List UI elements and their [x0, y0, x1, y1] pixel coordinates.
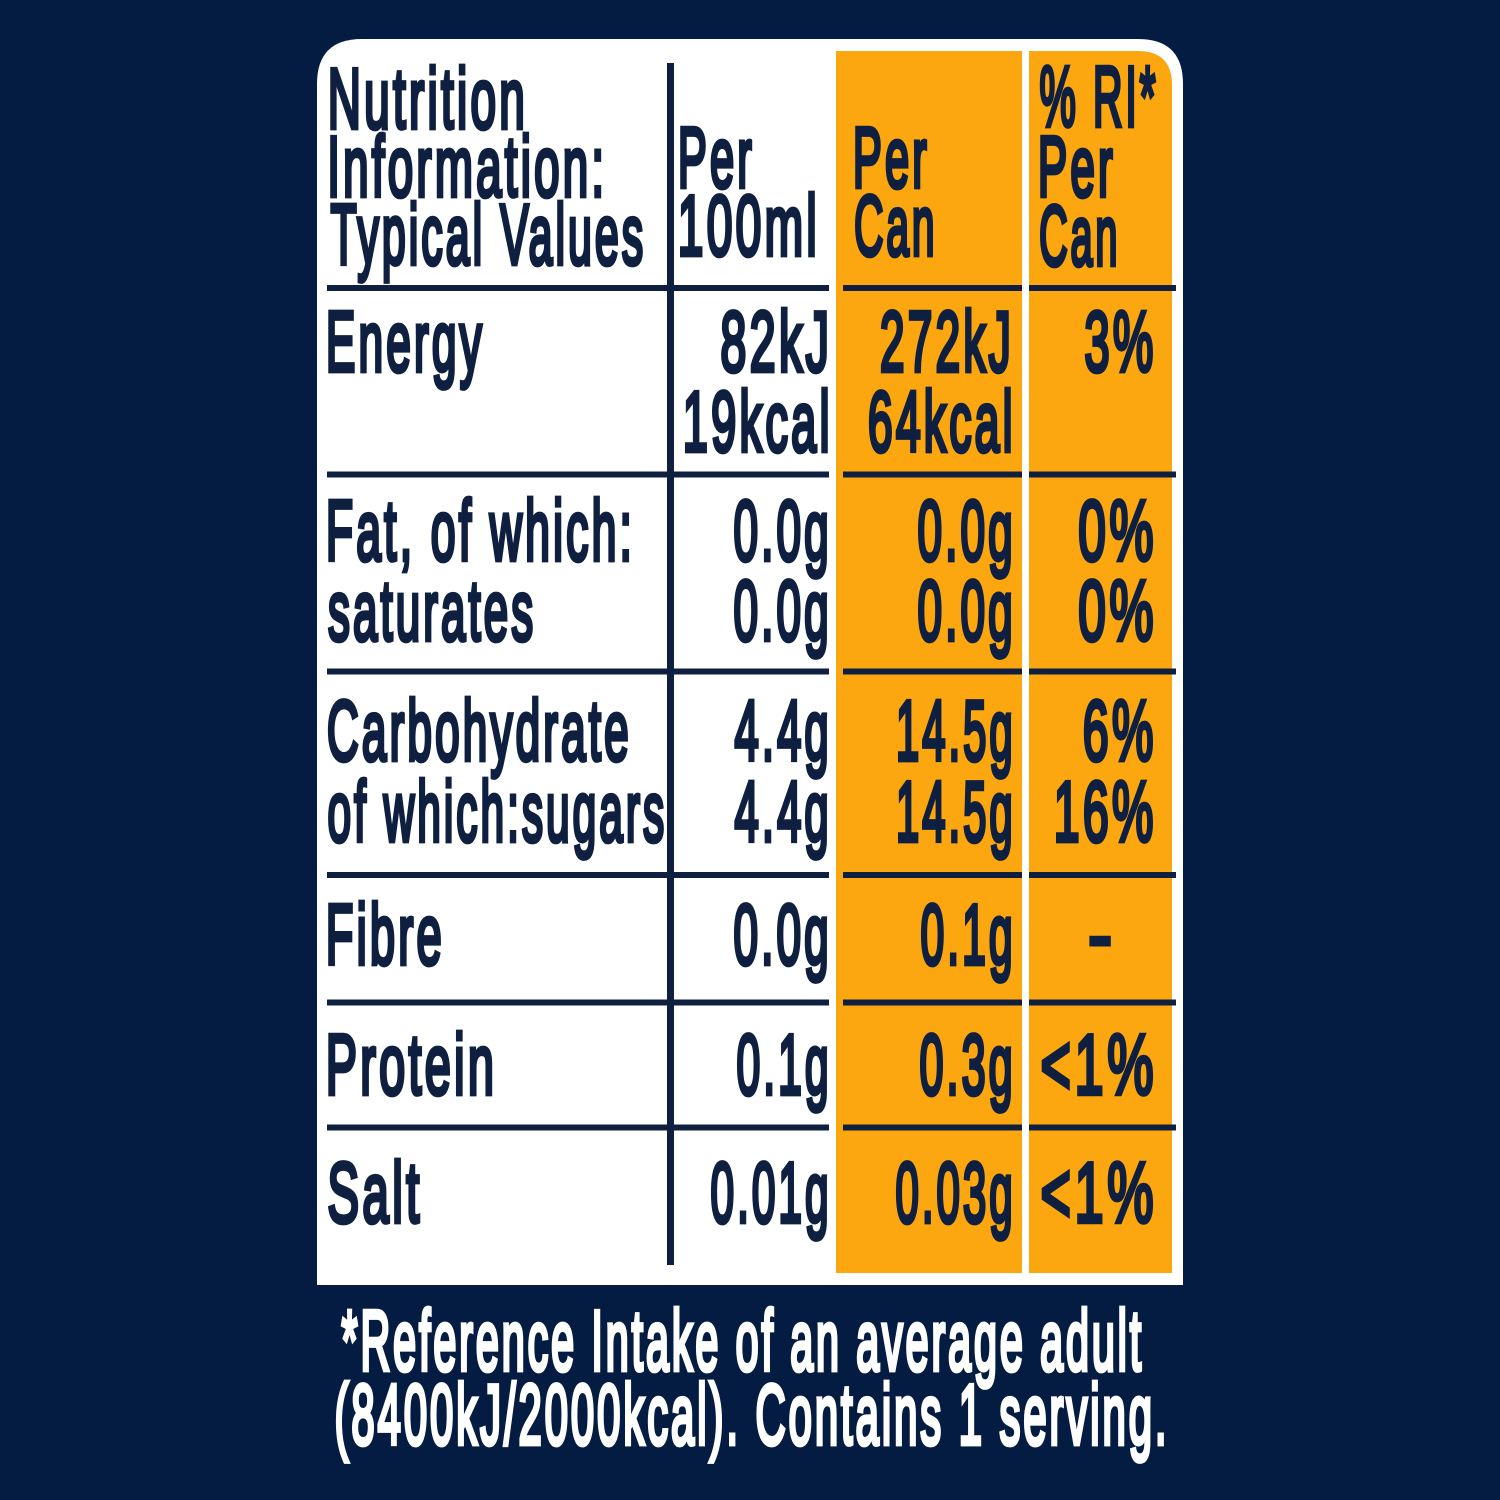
svg-text:3%: 3%: [1084, 295, 1156, 390]
svg-text:% RI*: % RI*: [1040, 51, 1159, 145]
svg-text:14.5g: 14.5g: [896, 684, 1015, 779]
svg-text:0.0g: 0.0g: [733, 889, 831, 983]
svg-text:*Reference Intake of an averag: *Reference Intake of an average adult: [342, 1295, 1145, 1389]
svg-text:-: -: [1088, 887, 1118, 982]
svg-text:0.01g: 0.01g: [711, 1146, 832, 1241]
svg-text:Typical Values: Typical Values: [331, 188, 647, 283]
svg-text:0.0g: 0.0g: [917, 485, 1015, 579]
svg-text:19kcal: 19kcal: [683, 375, 833, 470]
svg-text:Can: Can: [1039, 189, 1120, 284]
svg-text:0.1g: 0.1g: [736, 1018, 831, 1113]
svg-text:16%: 16%: [1054, 764, 1157, 860]
svg-text:Energy: Energy: [326, 296, 485, 390]
svg-text:Carbohydrate: Carbohydrate: [327, 685, 632, 779]
svg-text:0.0g: 0.0g: [733, 565, 831, 659]
svg-text:64kcal: 64kcal: [868, 376, 1016, 470]
svg-text:6%: 6%: [1083, 683, 1157, 778]
svg-text:<1%: <1%: [1041, 1145, 1158, 1240]
svg-text:of which:sugars: of which:sugars: [328, 765, 668, 860]
svg-text:Protein: Protein: [326, 1017, 497, 1112]
svg-text:Nutrition: Nutrition: [328, 52, 528, 147]
svg-text:saturates: saturates: [328, 565, 536, 659]
svg-text:Information:: Information:: [327, 120, 607, 215]
svg-text:4.4g: 4.4g: [734, 685, 831, 779]
svg-text:Can: Can: [854, 180, 937, 274]
svg-text:82kJ: 82kJ: [720, 294, 832, 389]
svg-text:0%: 0%: [1078, 483, 1157, 578]
svg-text:0%: 0%: [1078, 563, 1157, 658]
svg-text:100ml: 100ml: [678, 179, 820, 273]
svg-text:0.03g: 0.03g: [896, 1146, 1016, 1241]
svg-text:Per: Per: [678, 111, 755, 205]
svg-text:Fat, of which:: Fat, of which:: [326, 485, 635, 579]
svg-text:<1%: <1%: [1041, 1017, 1158, 1112]
svg-text:0.1g: 0.1g: [920, 888, 1015, 983]
svg-text:Per: Per: [1038, 121, 1116, 215]
svg-text:0.0g: 0.0g: [917, 565, 1015, 659]
svg-text:Fibre: Fibre: [326, 888, 445, 983]
svg-text:(8400kJ/2000kcal). Contains 1: (8400kJ/2000kcal). Contains 1 serving.: [335, 1368, 1170, 1463]
svg-text:Per: Per: [853, 111, 930, 205]
svg-text:Salt: Salt: [327, 1145, 422, 1240]
svg-text:0.3g: 0.3g: [919, 1018, 1015, 1113]
svg-text:14.5g: 14.5g: [896, 765, 1015, 860]
svg-text:0.0g: 0.0g: [733, 485, 831, 579]
svg-text:272kJ: 272kJ: [880, 296, 1014, 390]
svg-text:4.4g: 4.4g: [734, 766, 831, 860]
